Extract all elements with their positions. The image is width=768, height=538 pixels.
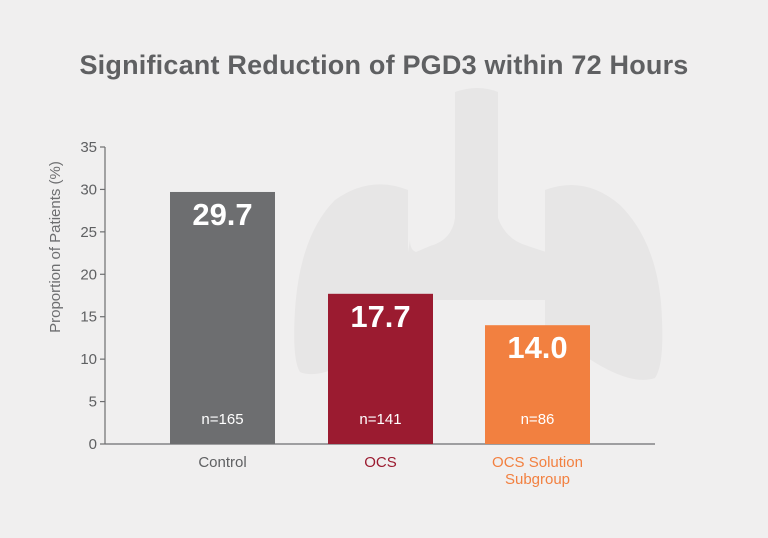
y-tick-label: 5 [89,394,97,411]
y-tick-label: 35 [80,139,97,156]
bar-value-label: 29.7 [192,197,252,232]
y-tick-label: 30 [80,181,97,198]
chart-labels: 29.7 n=165 Control 17.7 n=141 OCS 14.0 n=86 OCS … [192,197,583,488]
bar-n-label: n=141 [359,411,401,428]
x-category-label: Subgroup [505,471,570,488]
x-category-label: Control [198,454,246,471]
bar-control [170,191,275,444]
chart-bars [170,191,590,444]
bar-ocs [328,293,433,444]
x-category-label: OCS [364,454,397,471]
chart-title: Significant Reduction of PGD3 within 72 … [79,50,689,80]
y-tick-label: 25 [80,224,97,241]
y-tick-label: 15 [80,309,97,326]
bar-n-label: n=86 [521,411,555,428]
bar-ocs-solution-subgroup [485,325,590,444]
y-axis-label: Proportion of Patients (%) [47,161,64,333]
bar-value-label: 14.0 [507,330,567,365]
x-category-label: OCS Solution [492,454,583,471]
y-tick-label: 10 [80,351,97,368]
bar-value-label: 17.7 [350,299,410,334]
bar-n-label: n=165 [201,411,243,428]
y-tick-label: 0 [89,436,97,453]
y-tick-label: 20 [80,266,97,283]
